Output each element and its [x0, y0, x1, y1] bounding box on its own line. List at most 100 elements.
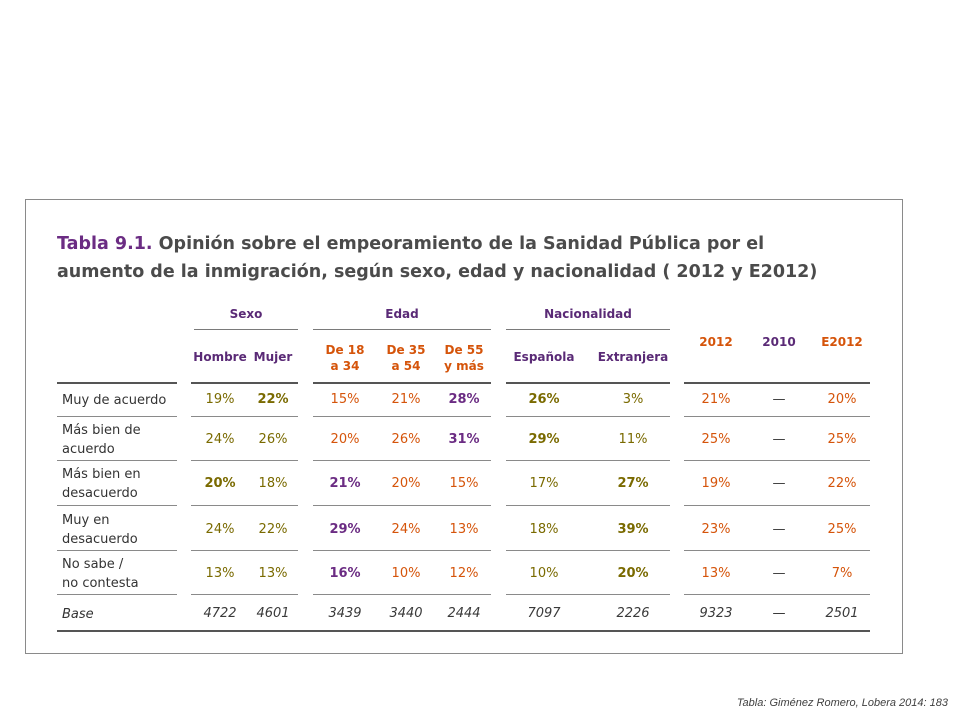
table-cell: 26%	[391, 432, 421, 447]
table-cell: 28%	[448, 392, 480, 407]
table-frame: Tabla 9.1. Opinión sobre el empeoramient…	[25, 199, 903, 654]
row-label: Base	[62, 606, 94, 622]
row-separator	[684, 505, 870, 506]
table-title-text: Opinión sobre el empeoramiento de la San…	[57, 234, 818, 282]
table-cell: 16%	[329, 566, 361, 581]
table-cell: 22%	[827, 476, 857, 491]
table-cell: 29%	[329, 522, 361, 537]
col-header-e2012: E2012	[821, 335, 863, 349]
row-separator	[313, 550, 491, 551]
col-header-de18a34: De 18 a 34	[325, 343, 365, 373]
col-header-2012: 2012	[699, 335, 733, 349]
table-title: Tabla 9.1. Opinión sobre el empeoramient…	[57, 230, 857, 286]
rule-header-sexo	[191, 382, 298, 384]
table-cell: 10%	[391, 566, 421, 581]
table-cell: 20%	[204, 476, 236, 491]
table-cell: 2226	[616, 606, 650, 621]
row-separator	[313, 416, 491, 417]
table-cell: 21%	[329, 476, 361, 491]
table-cell: 7097	[527, 606, 561, 621]
rule-header-edad	[313, 382, 491, 384]
table-cell: 29%	[528, 432, 560, 447]
row-separator	[191, 594, 298, 595]
table-cell: —	[772, 522, 786, 537]
table-cell: —	[772, 432, 786, 447]
table-cell: 4601	[256, 606, 290, 621]
table-cell: 13%	[205, 566, 235, 581]
row-separator	[57, 550, 177, 551]
row-label: Muy en desacuerdo	[62, 513, 138, 547]
table-cell: 24%	[205, 522, 235, 537]
table-cell: 13%	[701, 566, 731, 581]
rule-header-labels	[57, 382, 177, 384]
table-cell: 3%	[622, 392, 644, 407]
row-separator	[191, 460, 298, 461]
row-separator	[57, 460, 177, 461]
row-separator	[313, 594, 491, 595]
row-label: Muy de acuerdo	[62, 392, 167, 408]
table-cell: 3440	[389, 606, 423, 621]
col-header-hombre: Hombre	[193, 350, 247, 364]
row-separator	[506, 505, 670, 506]
table-cell: 13%	[449, 522, 479, 537]
row-separator	[506, 460, 670, 461]
row-separator	[57, 594, 177, 595]
table-cell: 25%	[701, 432, 731, 447]
row-separator	[313, 460, 491, 461]
table-cell: 27%	[617, 476, 649, 491]
table-cell: 7%	[831, 566, 853, 581]
row-separator	[684, 550, 870, 551]
col-header-de35a54: De 35 a 54	[386, 343, 426, 373]
table-cell: 21%	[701, 392, 731, 407]
row-separator	[684, 416, 870, 417]
table-cell: 11%	[618, 432, 648, 447]
table-cell: 2501	[825, 606, 859, 621]
col-header-mujer: Mujer	[253, 350, 293, 364]
table-cell: 19%	[701, 476, 731, 491]
row-label: No sabe / no contesta	[62, 557, 139, 591]
row-label: Más bien en desacuerdo	[62, 467, 141, 501]
table-cell: 9323	[699, 606, 733, 621]
table-cell: —	[772, 476, 786, 491]
row-separator	[506, 416, 670, 417]
table-cell: 26%	[258, 432, 288, 447]
table-cell: 3439	[328, 606, 362, 621]
row-separator	[506, 550, 670, 551]
row-separator	[191, 505, 298, 506]
group-underline-edad	[313, 329, 491, 330]
table-cell: 22%	[258, 522, 288, 537]
table-cell: 23%	[701, 522, 731, 537]
group-header-edad: Edad	[385, 307, 419, 321]
table-cell: 13%	[258, 566, 288, 581]
table-cell: 21%	[391, 392, 421, 407]
table-cell: 22%	[257, 392, 289, 407]
col-header-extranjera: Extranjera	[597, 350, 669, 364]
table-cell: 24%	[205, 432, 235, 447]
row-separator	[57, 505, 177, 506]
table-cell: 31%	[448, 432, 480, 447]
row-separator	[684, 460, 870, 461]
table-cell: 25%	[827, 432, 857, 447]
table-cell: 17%	[529, 476, 559, 491]
row-separator	[191, 416, 298, 417]
row-separator	[684, 594, 870, 595]
table-number: Tabla 9.1.	[57, 234, 153, 254]
table-cell: 20%	[827, 392, 857, 407]
table-cell: 4722	[203, 606, 237, 621]
table-cell: 15%	[449, 476, 479, 491]
table-cell: 12%	[449, 566, 479, 581]
group-underline-nacionalidad	[506, 329, 670, 330]
col-header-de55ymas: De 55 y más	[444, 343, 484, 373]
table-cell: 20%	[391, 476, 421, 491]
table-cell: 19%	[205, 392, 235, 407]
col-header-espanola: Española	[513, 350, 575, 364]
row-separator	[191, 550, 298, 551]
table-cell: 2444	[447, 606, 481, 621]
source-caption: Tabla: Giménez Romero, Lobera 2014: 183	[736, 697, 948, 709]
rule-table-bottom	[57, 630, 870, 632]
col-header-2010: 2010	[762, 335, 796, 349]
rule-header-years	[684, 382, 870, 384]
table-cell: 26%	[528, 392, 560, 407]
table-cell: 20%	[617, 566, 649, 581]
table-cell: 18%	[529, 522, 559, 537]
